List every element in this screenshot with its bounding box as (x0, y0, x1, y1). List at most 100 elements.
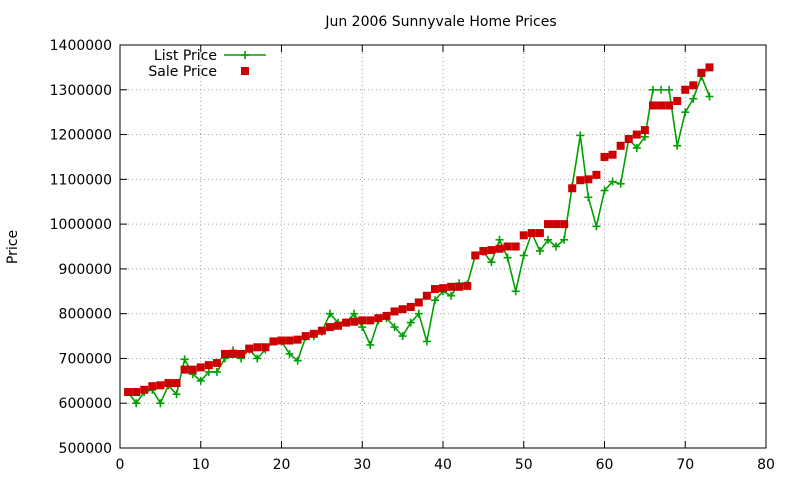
legend-sample-list-price (224, 51, 266, 59)
list-price-point (592, 222, 601, 231)
list-price-point (447, 291, 456, 300)
sale-price-point (503, 242, 512, 251)
list-price-point (535, 246, 544, 255)
list-price-point (503, 253, 512, 262)
sale-price-point (124, 388, 133, 397)
sale-price-point (576, 176, 585, 185)
y-tick-label: 1300000 (50, 83, 112, 99)
list-price-point (156, 399, 165, 408)
sale-price-point (366, 316, 375, 325)
list-price-point (430, 296, 439, 305)
sale-price-point (309, 329, 318, 338)
list-price-point (584, 193, 593, 202)
list-price-point (600, 186, 609, 195)
sale-price-point (342, 318, 351, 327)
sale-price-point (455, 282, 464, 291)
sale-price-point (220, 349, 229, 358)
plot-frame (119, 44, 767, 449)
y-tick-label: 1000000 (50, 217, 112, 233)
sale-price-point (156, 381, 165, 390)
x-tick-label: 50 (515, 457, 533, 473)
sale-price-point (180, 365, 189, 374)
sale-price-point (487, 246, 496, 255)
sale-price-point (374, 314, 383, 323)
sale-price-point (705, 63, 714, 72)
sale-price-point (398, 305, 407, 314)
x-tick-label: 20 (273, 457, 291, 473)
sale-price-point (132, 388, 141, 397)
sale-price-point (511, 242, 520, 251)
list-price-point (543, 235, 552, 244)
list-price-point (390, 323, 399, 332)
sale-price-point (237, 349, 246, 358)
legend: List Price Sale Price (148, 48, 266, 80)
sale-price-point (527, 229, 536, 238)
list-price-point (325, 309, 334, 318)
y-tick-label: 1100000 (50, 172, 112, 188)
sale-price-point (552, 220, 561, 229)
y-tick-label: 700000 (59, 351, 112, 367)
list-price-point (495, 235, 504, 244)
list-price-point (608, 177, 617, 186)
x-tick-label: 70 (676, 457, 694, 473)
list-price-point (487, 258, 496, 267)
sale-price-point (697, 68, 706, 77)
list-price-point (253, 354, 262, 363)
y-tick-label: 500000 (59, 441, 112, 457)
sale-price-point (681, 85, 690, 94)
list-price-point (406, 318, 415, 327)
legend-list-marker (241, 51, 249, 59)
list-price-point (196, 376, 205, 385)
list-price-point (616, 179, 625, 188)
sale-price-point (414, 298, 423, 307)
list-price-point (366, 341, 375, 350)
y-tick-label: 800000 (59, 307, 112, 323)
sale-price-point (293, 335, 302, 344)
list-price-point (640, 132, 649, 141)
sale-price-point (406, 302, 415, 311)
sale-price-point (188, 365, 197, 374)
sale-price-point (140, 385, 149, 394)
y-tick-label: 1400000 (50, 38, 112, 54)
sale-price-point (382, 311, 391, 320)
sale-price-point (600, 152, 609, 161)
list-price-point (204, 367, 213, 376)
list-price-point (632, 143, 641, 152)
legend-sample-sale-price (241, 67, 249, 75)
sale-price-point (624, 135, 633, 144)
x-tick-label: 10 (192, 457, 210, 473)
list-price-point (560, 235, 569, 244)
sale-price-point (325, 323, 334, 332)
sale-price-point (592, 170, 601, 179)
sale-price-point (584, 175, 593, 184)
sale-price-point (317, 326, 326, 335)
list-price-point (180, 355, 189, 364)
sale-price-point (471, 251, 480, 260)
sale-price-point (479, 246, 488, 255)
y-axis-label: Price (5, 230, 21, 264)
sale-price-point (204, 361, 213, 370)
y-tick-label: 900000 (59, 262, 112, 278)
list-price-point (665, 85, 674, 94)
list-price-point (285, 349, 294, 358)
sale-price-point (350, 317, 359, 326)
sale-price-point (519, 231, 528, 240)
sale-price-point (261, 343, 270, 352)
legend-label-sale-price: Sale Price (148, 64, 217, 80)
sale-price-point (172, 379, 181, 388)
sale-price-point (164, 379, 173, 388)
legend-sale-marker (241, 67, 249, 75)
sale-price-point (334, 321, 343, 330)
list-price-point (705, 92, 714, 101)
sale-price-point (253, 343, 262, 352)
x-tick-label: 0 (116, 457, 125, 473)
sale-price-point (390, 307, 399, 316)
sale-price-point (648, 101, 657, 110)
list-price-point (212, 367, 221, 376)
sale-price-point (212, 358, 221, 367)
sale-price-point (229, 349, 238, 358)
sale-price-point (447, 282, 456, 291)
list-price-point (132, 399, 141, 408)
list-price-point (511, 287, 520, 296)
